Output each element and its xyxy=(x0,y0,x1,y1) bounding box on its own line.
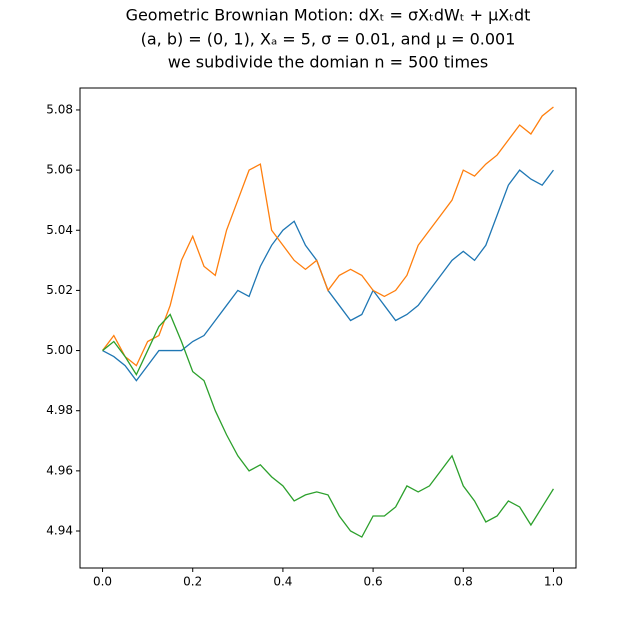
plot-frame xyxy=(79,87,577,569)
series-line xyxy=(102,106,554,367)
chart-title: we subdivide the domian n = 500 times xyxy=(168,53,488,72)
y-tick-label: 4.96 xyxy=(46,463,73,477)
series-line xyxy=(102,313,555,538)
x-tick-label: 0.6 xyxy=(364,575,383,589)
x-tick-label: 0.8 xyxy=(454,575,473,589)
chart-title: (a, b) = (0, 1), Xₐ = 5, σ = 0.01, and μ… xyxy=(141,30,516,49)
y-tick-label: 5.02 xyxy=(46,283,73,297)
y-tick-label: 4.98 xyxy=(46,403,73,417)
series-line xyxy=(102,169,554,382)
x-tick-label: 0.2 xyxy=(183,575,202,589)
x-tick-label: 1.0 xyxy=(544,575,563,589)
x-tick-label: 0.4 xyxy=(273,575,292,589)
y-tick-label: 4.94 xyxy=(46,524,73,538)
y-tick-label: 5.00 xyxy=(46,343,73,357)
y-tick-label: 5.06 xyxy=(46,163,73,177)
x-tick-label: 0.0 xyxy=(93,575,112,589)
y-tick-label: 5.08 xyxy=(46,102,73,116)
y-tick-label: 5.04 xyxy=(46,223,73,237)
chart-title: Geometric Brownian Motion: dXₜ = σXₜdWₜ … xyxy=(126,6,531,25)
